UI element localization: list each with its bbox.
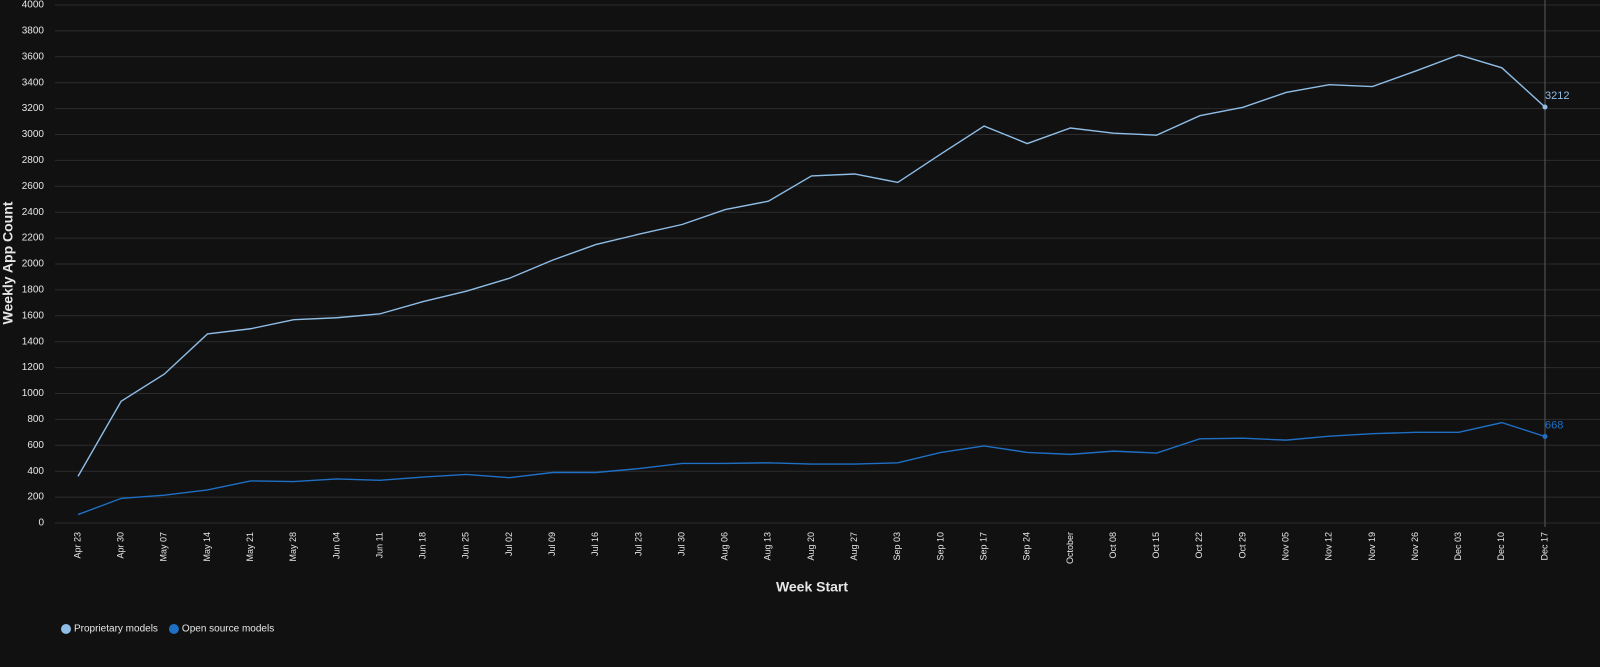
x-tick-label: Aug 27 bbox=[849, 532, 859, 561]
x-tick-label: Sep 03 bbox=[892, 532, 902, 561]
x-tick-label: Jul 02 bbox=[504, 532, 514, 556]
x-tick-label: May 21 bbox=[245, 532, 255, 562]
y-tick-label: 1800 bbox=[22, 285, 45, 296]
y-tick-label: 3800 bbox=[22, 26, 45, 37]
y-tick-label: 0 bbox=[38, 518, 44, 529]
x-tick-label: Jun 04 bbox=[331, 532, 341, 559]
y-tick-label: 2800 bbox=[22, 155, 45, 166]
legend-marker bbox=[168, 624, 179, 634]
y-tick-label: 2400 bbox=[22, 207, 45, 218]
y-tick-label: 3400 bbox=[22, 77, 45, 88]
x-tick-label: Nov 12 bbox=[1324, 532, 1334, 561]
x-axis-title: Week Start bbox=[776, 579, 848, 595]
x-tick-label: Jun 18 bbox=[418, 532, 428, 559]
y-tick-label: 2200 bbox=[22, 233, 45, 244]
x-tick-label: Oct 15 bbox=[1151, 532, 1161, 559]
x-tick-label: May 28 bbox=[288, 532, 298, 562]
x-tick-label: Jul 30 bbox=[676, 532, 686, 556]
y-tick-label: 1200 bbox=[22, 362, 45, 373]
series-line bbox=[77, 54, 1546, 477]
x-tick-label: Sep 24 bbox=[1022, 532, 1032, 561]
x-tick-label: Aug 20 bbox=[806, 532, 816, 561]
data-label: 3212 bbox=[1545, 90, 1569, 102]
y-axis-title: Weekly App Count bbox=[0, 201, 16, 324]
x-tick-label: Sep 17 bbox=[978, 532, 988, 561]
legend-label: Proprietary models bbox=[74, 624, 158, 635]
x-tick-label: Oct 29 bbox=[1237, 532, 1247, 559]
y-tick-label: 1400 bbox=[22, 336, 45, 347]
x-tick-label: Jul 09 bbox=[547, 532, 557, 556]
end-point bbox=[1542, 433, 1548, 439]
data-label: 668 bbox=[1545, 419, 1563, 431]
y-tick-label: 2600 bbox=[22, 181, 45, 192]
x-tick-label: Jul 23 bbox=[633, 532, 643, 556]
y-tick-label: 800 bbox=[27, 414, 44, 425]
legend-label: Open source models bbox=[182, 624, 274, 635]
x-tick-label: Sep 10 bbox=[935, 532, 945, 561]
y-tick-label: 200 bbox=[27, 492, 44, 503]
y-tick-label: 600 bbox=[27, 440, 44, 451]
x-tick-label: October bbox=[1065, 532, 1075, 564]
x-tick-label: Nov 19 bbox=[1367, 532, 1377, 561]
x-tick-label: Aug 13 bbox=[763, 532, 773, 561]
x-tick-label: Jul 16 bbox=[590, 532, 600, 556]
y-tick-label: 2000 bbox=[22, 259, 45, 270]
legend-marker bbox=[61, 624, 71, 634]
x-tick-label: Aug 06 bbox=[720, 532, 730, 561]
series-line bbox=[77, 421, 1546, 516]
end-point bbox=[1542, 104, 1548, 110]
y-tick-label: 3000 bbox=[22, 129, 45, 140]
x-tick-label: Dec 17 bbox=[1539, 532, 1549, 561]
y-tick-label: 3200 bbox=[22, 103, 45, 114]
x-tick-label: Dec 10 bbox=[1496, 532, 1506, 561]
y-tick-label: 4000 bbox=[22, 0, 45, 11]
x-tick-label: Oct 08 bbox=[1108, 532, 1118, 559]
x-tick-label: Dec 03 bbox=[1453, 532, 1463, 561]
x-tick-label: Apr 30 bbox=[116, 532, 126, 559]
x-tick-label: Jun 25 bbox=[461, 532, 471, 559]
y-tick-label: 400 bbox=[27, 466, 44, 477]
x-tick-label: Nov 05 bbox=[1280, 532, 1290, 561]
y-tick-label: 3600 bbox=[22, 51, 45, 62]
x-tick-label: May 07 bbox=[159, 532, 169, 562]
x-tick-label: Oct 22 bbox=[1194, 532, 1204, 559]
y-tick-label: 1000 bbox=[22, 388, 45, 399]
y-tick-label: 1600 bbox=[22, 310, 45, 321]
x-tick-label: Apr 23 bbox=[72, 532, 82, 559]
x-tick-label: May 14 bbox=[202, 532, 212, 562]
x-tick-label: Jun 11 bbox=[374, 532, 384, 558]
x-tick-label: Nov 26 bbox=[1410, 532, 1420, 561]
